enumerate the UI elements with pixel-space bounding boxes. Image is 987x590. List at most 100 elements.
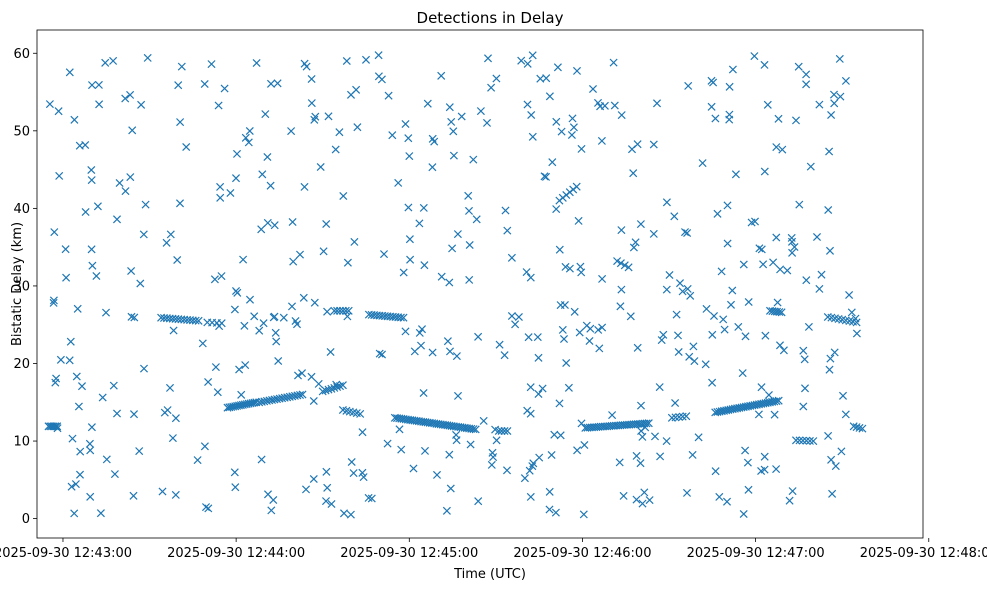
detection-point bbox=[288, 217, 297, 227]
detection-point bbox=[492, 436, 501, 445]
detection-point bbox=[689, 342, 698, 351]
track-detection-point bbox=[53, 422, 62, 431]
track-detection-point bbox=[855, 423, 864, 432]
chart-title: Detections in Delay bbox=[417, 9, 564, 27]
detection-point bbox=[799, 346, 808, 355]
detection-point bbox=[62, 273, 71, 282]
detection-point bbox=[555, 399, 564, 408]
y-tick-label: 10 bbox=[13, 435, 30, 450]
detection-point bbox=[524, 333, 533, 342]
detection-point bbox=[763, 100, 772, 109]
detection-point bbox=[322, 467, 331, 476]
detection-point bbox=[520, 474, 529, 483]
detection-point bbox=[760, 60, 769, 69]
detection-point bbox=[725, 115, 734, 124]
detection-point bbox=[615, 458, 624, 467]
detection-point bbox=[112, 409, 122, 418]
detection-point bbox=[701, 360, 710, 369]
detection-point bbox=[445, 103, 454, 112]
detection-point bbox=[319, 247, 328, 256]
detection-point bbox=[409, 464, 418, 473]
detection-point bbox=[375, 349, 384, 358]
detection-point bbox=[231, 483, 240, 492]
detection-point bbox=[274, 356, 283, 366]
detection-point bbox=[608, 411, 617, 420]
detection-point bbox=[662, 437, 671, 446]
detection-point bbox=[309, 396, 318, 406]
detection-point bbox=[757, 466, 766, 476]
detection-point bbox=[673, 331, 683, 340]
detection-point bbox=[216, 193, 225, 202]
detection-point bbox=[135, 447, 144, 456]
detection-point bbox=[465, 240, 474, 250]
detection-point bbox=[377, 350, 387, 359]
detection-point bbox=[800, 355, 809, 364]
detection-point bbox=[713, 209, 722, 218]
detection-point bbox=[321, 497, 331, 506]
detection-point bbox=[87, 165, 96, 175]
detection-point bbox=[598, 274, 607, 283]
y-tick-label: 40 bbox=[13, 202, 30, 217]
detection-point bbox=[272, 337, 281, 346]
detection-point bbox=[788, 487, 797, 496]
detection-point bbox=[836, 92, 845, 101]
detection-point bbox=[542, 74, 551, 83]
detection-point bbox=[101, 308, 111, 317]
detection-point bbox=[367, 494, 376, 503]
detection-point bbox=[211, 363, 220, 372]
detection-point bbox=[56, 355, 65, 364]
detection-point bbox=[523, 59, 532, 68]
detection-point bbox=[96, 509, 105, 518]
detection-point bbox=[207, 60, 216, 69]
y-tick-label: 30 bbox=[13, 279, 30, 294]
detection-point bbox=[825, 365, 834, 374]
detection-point bbox=[760, 167, 769, 176]
detection-point bbox=[728, 286, 737, 295]
detection-point bbox=[217, 272, 226, 281]
track-detection-point bbox=[682, 412, 691, 421]
detection-point bbox=[579, 510, 588, 519]
detection-point bbox=[331, 145, 340, 154]
detection-point bbox=[845, 290, 854, 300]
detection-point bbox=[75, 470, 85, 479]
detection-point bbox=[526, 273, 535, 282]
detection-point bbox=[452, 352, 461, 361]
detection-point bbox=[739, 260, 748, 269]
detection-point bbox=[575, 328, 584, 337]
detection-point bbox=[828, 489, 837, 498]
detection-point bbox=[166, 230, 175, 239]
detection-point bbox=[394, 178, 403, 187]
track-detection-point bbox=[616, 259, 625, 268]
detection-point bbox=[443, 337, 452, 346]
detection-point bbox=[495, 340, 504, 349]
detection-point bbox=[405, 235, 414, 244]
detection-point bbox=[258, 170, 267, 179]
detection-point bbox=[631, 238, 640, 247]
detection-point bbox=[783, 266, 792, 275]
detection-point bbox=[788, 248, 797, 257]
detection-point bbox=[671, 398, 680, 408]
detection-point bbox=[81, 207, 90, 217]
detection-point bbox=[764, 390, 773, 400]
detection-point bbox=[482, 118, 492, 127]
detection-point bbox=[271, 328, 280, 337]
detection-point bbox=[550, 430, 559, 439]
detection-point bbox=[755, 244, 764, 253]
track-detection-point bbox=[798, 436, 807, 445]
detection-point bbox=[384, 91, 393, 100]
detection-point bbox=[240, 321, 249, 330]
detection-point bbox=[291, 316, 300, 326]
detection-point bbox=[139, 364, 149, 373]
detection-point bbox=[245, 295, 255, 304]
detection-point bbox=[775, 341, 785, 350]
detection-point bbox=[830, 99, 839, 108]
detection-point bbox=[81, 140, 90, 150]
detection-point bbox=[73, 304, 82, 313]
detection-point bbox=[428, 163, 437, 172]
detection-point bbox=[708, 330, 717, 339]
detection-point bbox=[838, 391, 848, 400]
detection-point bbox=[445, 347, 455, 356]
detection-point bbox=[683, 284, 692, 293]
detection-point bbox=[806, 162, 815, 171]
detection-point bbox=[235, 365, 244, 374]
